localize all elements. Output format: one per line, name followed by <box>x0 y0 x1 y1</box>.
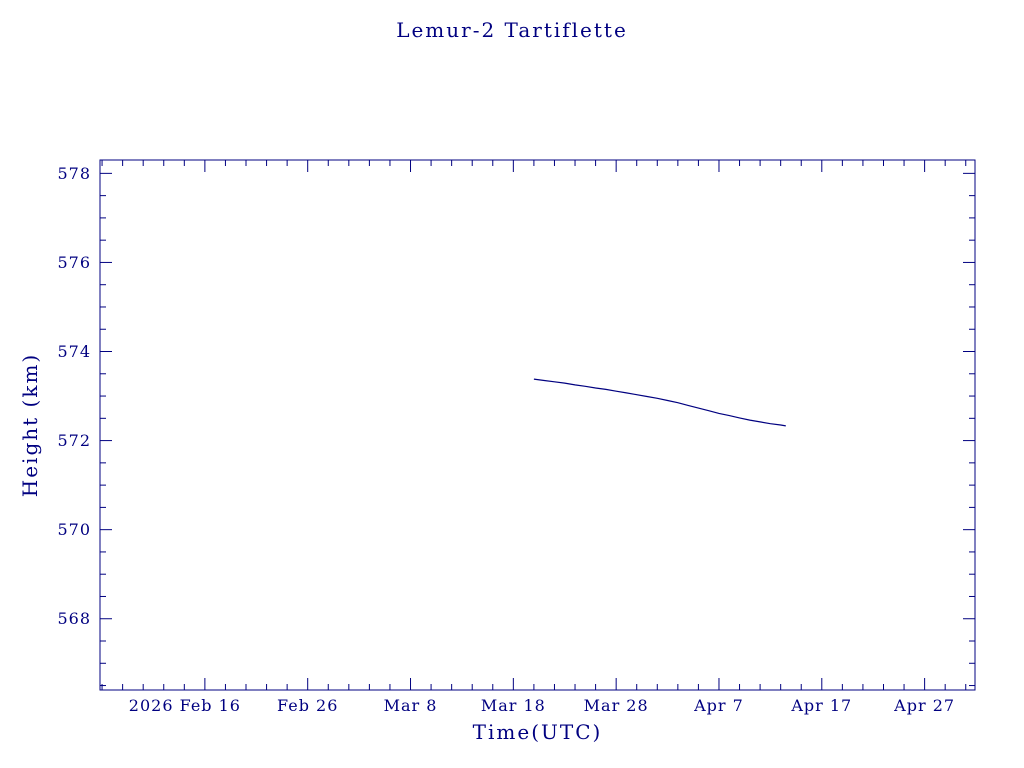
x-tick-label: 2026 Feb 16 <box>129 696 241 715</box>
x-tick-label: Mar 18 <box>481 696 546 715</box>
x-axis-title: Time(UTC) <box>472 720 603 744</box>
y-tick-label: 578 <box>57 164 91 183</box>
x-tick-label: Apr 27 <box>893 696 955 715</box>
x-tick-label: Feb 26 <box>277 696 338 715</box>
chart-title: Lemur-2 Tartiflette <box>396 18 628 42</box>
x-tick-label: Apr 17 <box>790 696 852 715</box>
y-tick-label: 576 <box>57 253 91 272</box>
y-tick-label: 570 <box>57 520 91 539</box>
y-tick-label: 568 <box>57 609 91 628</box>
plot-frame <box>99 159 976 691</box>
y-axis-title-text: Height (km) <box>18 352 42 498</box>
y-tick-label: 574 <box>57 342 91 361</box>
x-tick-label: Mar 8 <box>384 696 438 715</box>
x-tick-label: Mar 28 <box>584 696 649 715</box>
y-tick-label: 572 <box>57 431 91 450</box>
x-tick-label: Apr 7 <box>693 696 744 715</box>
data-line <box>533 378 786 427</box>
